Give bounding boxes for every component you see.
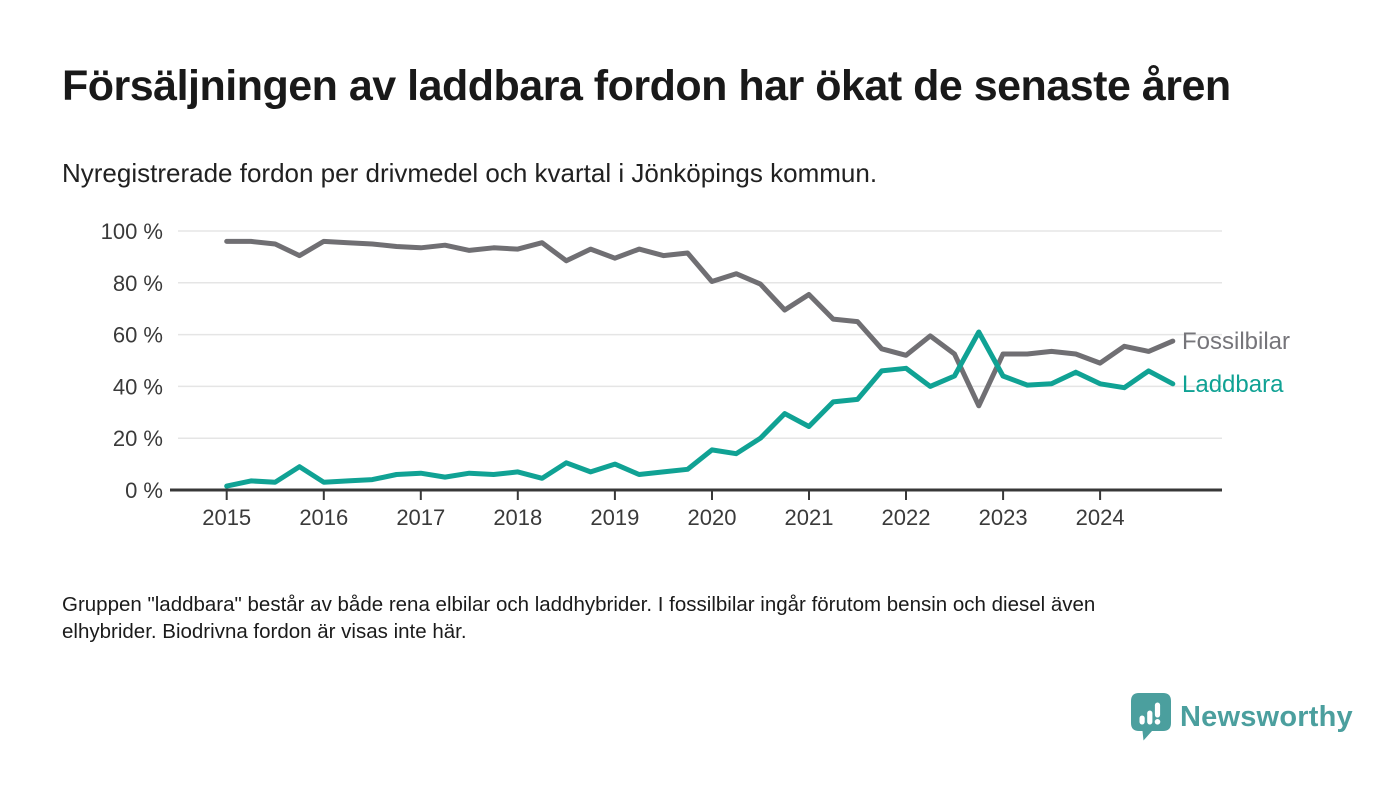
x-axis-label-2020: 2020 [688,505,737,530]
x-axis-label-2017: 2017 [396,505,445,530]
page-title: Försäljningen av laddbara fordon har öka… [62,62,1231,110]
x-axis-label-2022: 2022 [882,505,931,530]
line-chart: 0 % 20 % 40 % 60 % 80 % 100 % 2015 2016 2017 2018… [101,219,1290,530]
x-axis-label-2019: 2019 [590,505,639,530]
y-axis-label-40: 40 % [113,374,163,399]
y-axis-label-20: 20 % [113,426,163,451]
x-axis-label-2023: 2023 [979,505,1028,530]
footnote-line-1: Gruppen "laddbara" består av både rena e… [62,593,1096,616]
y-axis-label-0: 0 % [125,478,163,503]
newsworthy-bar-chart-speech-bubble-icon [1131,693,1171,741]
series-line-fossilbilar [224,238,1176,409]
y-axis-label-80: 80 % [113,271,163,296]
footnote-line-2: elhybrider. Biodrivna fordon är visas in… [62,620,467,644]
x-axis-label-2016: 2016 [299,505,348,530]
y-axis-label-100: 100 % [101,219,163,244]
series-end-label-fossilbilar: Fossilbilar [1182,328,1290,355]
exclamation-dot [1154,719,1161,725]
series-end-label-laddbara: Laddbara [1182,371,1284,398]
exclamation-bar [1154,702,1161,718]
bar-small [1139,715,1145,725]
x-axis-label-2018: 2018 [493,505,542,530]
series-line-laddbara [224,329,1176,489]
x-axis-label-2015: 2015 [202,505,251,530]
chart-footnote: Gruppen "laddbara" består av både rena e… [62,591,1372,645]
x-axis-label-2024: 2024 [1076,505,1125,530]
chart-subtitle: Nyregistrerade fordon per drivmedel och … [62,158,878,188]
newsworthy-logo-text: Newsworthy [1180,701,1353,733]
y-axis-label-60: 60 % [113,323,163,348]
bar-medium [1147,710,1153,725]
x-axis-label-2021: 2021 [785,505,834,530]
